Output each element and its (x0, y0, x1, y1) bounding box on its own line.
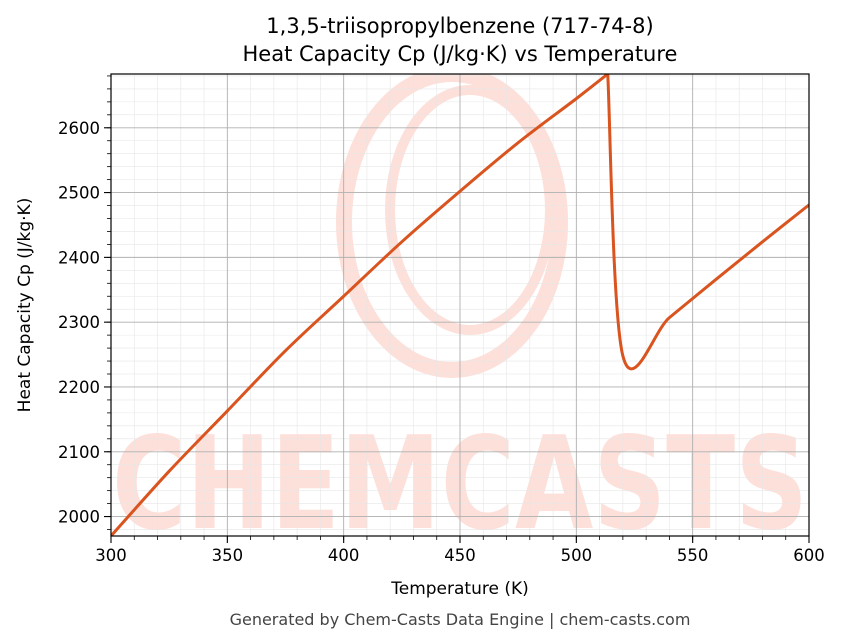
y-tick-label: 2500 (58, 184, 100, 203)
y-tick-label: 2400 (58, 248, 100, 267)
y-axis-label: Heat Capacity Cp (J/kg·K) (15, 198, 35, 413)
y-tick-label: 2000 (58, 508, 100, 527)
y-tick-label: 2100 (58, 443, 100, 462)
x-tick-label: 500 (561, 546, 593, 565)
y-axis: 2000 2100 2200 2300 2400 2500 2600 (58, 75, 111, 530)
y-tick-label: 2600 (58, 119, 100, 138)
y-tick-label: 2300 (58, 313, 100, 332)
x-tick-label: 600 (793, 546, 825, 565)
chart-title-line1: 1,3,5-triisopropylbenzene (717-74-8) (266, 14, 653, 38)
x-tick-label: 550 (677, 546, 709, 565)
x-axis-label: Temperature (K) (390, 579, 529, 599)
series-line-heat-capacity (111, 74, 809, 536)
chart-title-line2: Heat Capacity Cp (J/kg·K) vs Temperature (243, 42, 678, 66)
footer-credit: Generated by Chem-Casts Data Engine | ch… (230, 610, 691, 629)
x-tick-label: 450 (444, 546, 476, 565)
y-tick-label: 2200 (58, 378, 100, 397)
x-tick-label: 400 (328, 546, 360, 565)
x-axis: 300 350 400 450 500 550 600 (95, 536, 825, 565)
x-tick-label: 350 (212, 546, 244, 565)
x-tick-label: 300 (95, 546, 127, 565)
